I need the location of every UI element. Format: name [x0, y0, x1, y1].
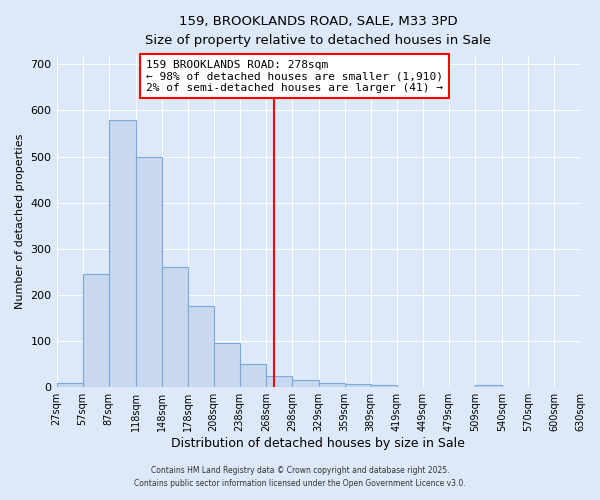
Bar [266, 376, 292, 387]
Bar [83, 274, 109, 387]
Bar [214, 344, 240, 387]
Bar [292, 380, 319, 387]
Text: 159 BROOKLANDS ROAD: 278sqm
← 98% of detached houses are smaller (1,910)
2% of s: 159 BROOKLANDS ROAD: 278sqm ← 98% of det… [146, 60, 443, 93]
Text: Contains HM Land Registry data © Crown copyright and database right 2025.
Contai: Contains HM Land Registry data © Crown c… [134, 466, 466, 487]
Bar [56, 382, 83, 387]
Title: 159, BROOKLANDS ROAD, SALE, M33 3PD
Size of property relative to detached houses: 159, BROOKLANDS ROAD, SALE, M33 3PD Size… [145, 15, 491, 47]
Bar [188, 306, 214, 387]
Bar [161, 268, 188, 387]
X-axis label: Distribution of detached houses by size in Sale: Distribution of detached houses by size … [172, 437, 465, 450]
Bar [136, 156, 161, 387]
Bar [371, 385, 397, 387]
Bar [109, 120, 136, 387]
Bar [475, 385, 502, 387]
Bar [240, 364, 266, 387]
Bar [345, 384, 371, 387]
Bar [319, 382, 345, 387]
Y-axis label: Number of detached properties: Number of detached properties [15, 134, 25, 309]
